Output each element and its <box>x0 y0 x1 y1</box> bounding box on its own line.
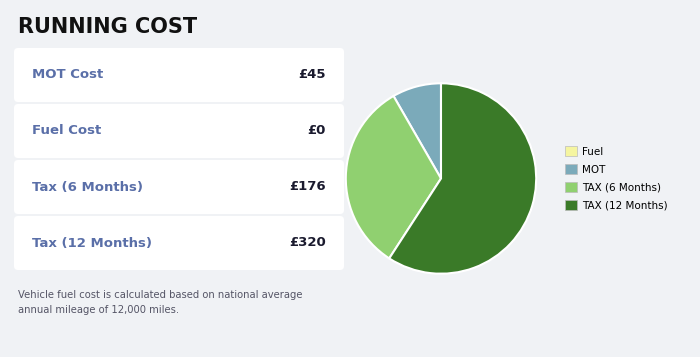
Text: £45: £45 <box>298 69 326 81</box>
Wedge shape <box>346 96 441 258</box>
FancyBboxPatch shape <box>14 216 344 270</box>
Text: Tax (12 Months): Tax (12 Months) <box>32 236 152 250</box>
FancyBboxPatch shape <box>14 48 344 102</box>
Text: £320: £320 <box>289 236 326 250</box>
Text: Fuel Cost: Fuel Cost <box>32 125 102 137</box>
Text: Tax (6 Months): Tax (6 Months) <box>32 181 143 193</box>
Text: £0: £0 <box>307 125 326 137</box>
Legend: Fuel, MOT, TAX (6 Months), TAX (12 Months): Fuel, MOT, TAX (6 Months), TAX (12 Month… <box>565 146 668 211</box>
Wedge shape <box>393 83 441 178</box>
FancyBboxPatch shape <box>14 160 344 214</box>
FancyBboxPatch shape <box>14 104 344 158</box>
Wedge shape <box>389 83 536 274</box>
Text: MOT Cost: MOT Cost <box>32 69 104 81</box>
Text: Vehicle fuel cost is calculated based on national average
annual mileage of 12,0: Vehicle fuel cost is calculated based on… <box>18 290 302 315</box>
Text: £176: £176 <box>289 181 326 193</box>
Text: RUNNING COST: RUNNING COST <box>18 17 197 37</box>
